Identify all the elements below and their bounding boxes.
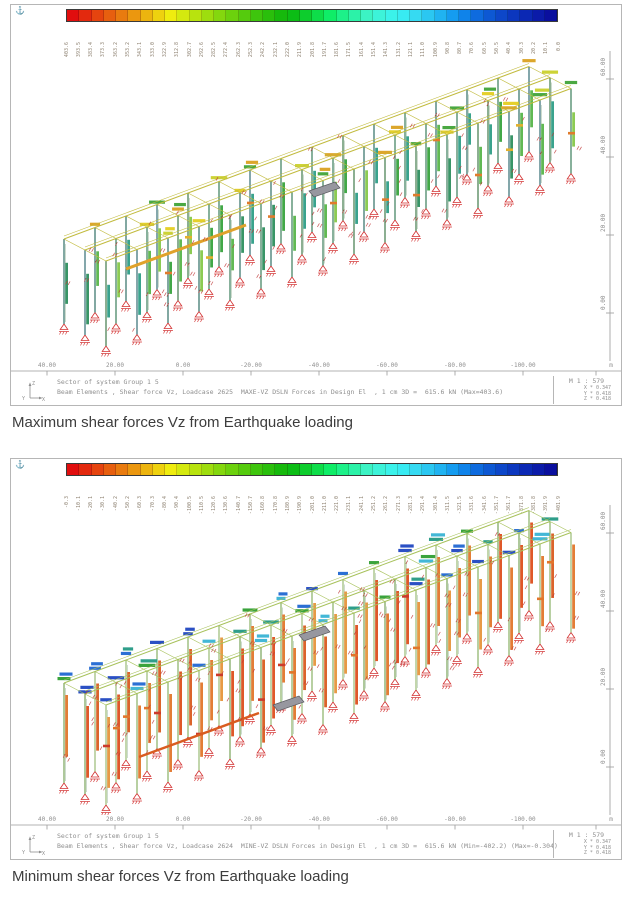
vertical-ruler: 60.00 40.00 20.00 0.00 — [600, 505, 614, 815]
svg-text:0.00: 0.00 — [600, 295, 607, 310]
figure-max-shear: ⚓ 403.6 393.5 383.4 373.3 363.2 353.2 343.1 333… — [10, 4, 622, 440]
axis-tripod-icon: Y X Z — [22, 381, 45, 403]
figure-caption: Maximum shear forces Vz from Earthquake … — [12, 414, 353, 431]
svg-text:Y: Y — [22, 850, 25, 856]
axis-tripod-icon: Y X Z — [22, 835, 45, 857]
plot-frame: ⚓ -0.3 -10.1 -20.1 -30.1 -40.2 -50.2 -60.3 -70.… — [10, 458, 622, 860]
svg-text:Z: Z — [32, 381, 35, 387]
svg-text:40.00: 40.00 — [600, 590, 607, 608]
svg-text:0.00: 0.00 — [600, 749, 607, 764]
scale-x: X * 0.347 — [583, 839, 611, 845]
svg-text:40.00: 40.00 — [38, 362, 56, 369]
svg-text:60.00: 60.00 — [600, 512, 607, 530]
scale-ratio: M 1 : 579 — [568, 831, 605, 839]
svg-text:60.00: 60.00 — [600, 58, 607, 76]
svg-text:-40.00: -40.00 — [308, 362, 330, 369]
plot-frame: ⚓ 403.6 393.5 383.4 373.3 363.2 353.2 343.1 333… — [10, 4, 622, 406]
structural-model-3d-view — [57, 507, 581, 815]
color-scale-bar — [66, 463, 558, 476]
scale-info: M 1 : 579 X * 0.347 Y * 0.418 Z * 0.418 — [553, 830, 619, 858]
figure-min-shear: ⚓ -0.3 -10.1 -20.1 -30.1 -40.2 -50.2 -60.3 -70.… — [10, 458, 622, 894]
anchor-icon: ⚓ — [15, 460, 25, 469]
color-scale-labels: 403.6 393.5 383.4 373.3 363.2 353.2 343.1 333.0… — [63, 42, 562, 58]
anchor-icon: ⚓ — [15, 6, 25, 15]
svg-text:m: m — [609, 816, 613, 823]
status-line-1: Sector of system Group 1 5 — [57, 378, 159, 386]
svg-text:-20.00: -20.00 — [240, 816, 262, 823]
svg-text:40.00: 40.00 — [600, 136, 607, 154]
structural-model-3d-view — [59, 59, 582, 357]
svg-text:-20.00: -20.00 — [240, 362, 262, 369]
status-bar: Y X Z Sector of system Group 1 5 Beam Elem… — [11, 829, 621, 859]
scale-ratio: M 1 : 579 — [568, 377, 605, 385]
svg-text:m: m — [609, 362, 613, 369]
figure-caption: Minimum shear forces Vz from Earthquake … — [12, 868, 349, 885]
status-bar: Y X Z Sector of system Group 1 5 Beam Elem… — [11, 375, 621, 405]
horizontal-ruler: 40.00 20.00 0.00 -20.00 -40.00 -60.00 -80.00 -1… — [11, 362, 621, 376]
scale-info: M 1 : 579 X * 0.347 Y * 0.418 Z * 0.418 — [553, 376, 619, 404]
horizontal-ruler: 40.00 20.00 0.00 -20.00 -40.00 -60.00 -80.00 -1… — [11, 816, 621, 830]
vertical-ruler: 60.00 40.00 20.00 0.00 — [600, 51, 614, 361]
svg-text:-40.00: -40.00 — [308, 816, 330, 823]
svg-text:Z: Z — [32, 835, 35, 841]
svg-text:-80.00: -80.00 — [444, 362, 466, 369]
svg-text:20.00: 20.00 — [106, 816, 124, 823]
svg-text:20.00: 20.00 — [600, 214, 607, 232]
svg-text:20.00: 20.00 — [600, 668, 607, 686]
svg-text:X: X — [42, 397, 45, 403]
status-line-2: Beam Elements , Shear force Vz, Loadcase… — [57, 842, 558, 850]
scale-y: Y * 0.418 — [583, 390, 611, 397]
svg-text:-100.00: -100.00 — [510, 362, 536, 369]
scale-y: Y * 0.418 — [583, 844, 611, 851]
svg-text:40.00: 40.00 — [38, 816, 56, 823]
status-line-1: Sector of system Group 1 5 — [57, 832, 159, 840]
svg-text:0.00: 0.00 — [176, 816, 191, 823]
svg-text:X: X — [42, 851, 45, 857]
svg-text:-60.00: -60.00 — [376, 362, 398, 369]
svg-text:-100.00: -100.00 — [510, 816, 536, 823]
svg-text:0.00: 0.00 — [176, 362, 191, 369]
scale-z: Z * 0.418 — [583, 396, 611, 403]
scale-x: X * 0.347 — [583, 385, 611, 391]
scale-z: Z * 0.418 — [583, 850, 611, 857]
color-scale-bar — [66, 9, 558, 22]
svg-text:-60.00: -60.00 — [376, 816, 398, 823]
svg-text:-80.00: -80.00 — [444, 816, 466, 823]
color-scale-labels: -0.3 -10.1 -20.1 -30.1 -40.2 -50.2 -60.3 -70.3-… — [63, 496, 562, 515]
svg-text:Y: Y — [22, 396, 25, 402]
status-line-2: Beam Elements , Shear force Vz, Loadcase… — [57, 388, 504, 396]
svg-text:20.00: 20.00 — [106, 362, 124, 369]
